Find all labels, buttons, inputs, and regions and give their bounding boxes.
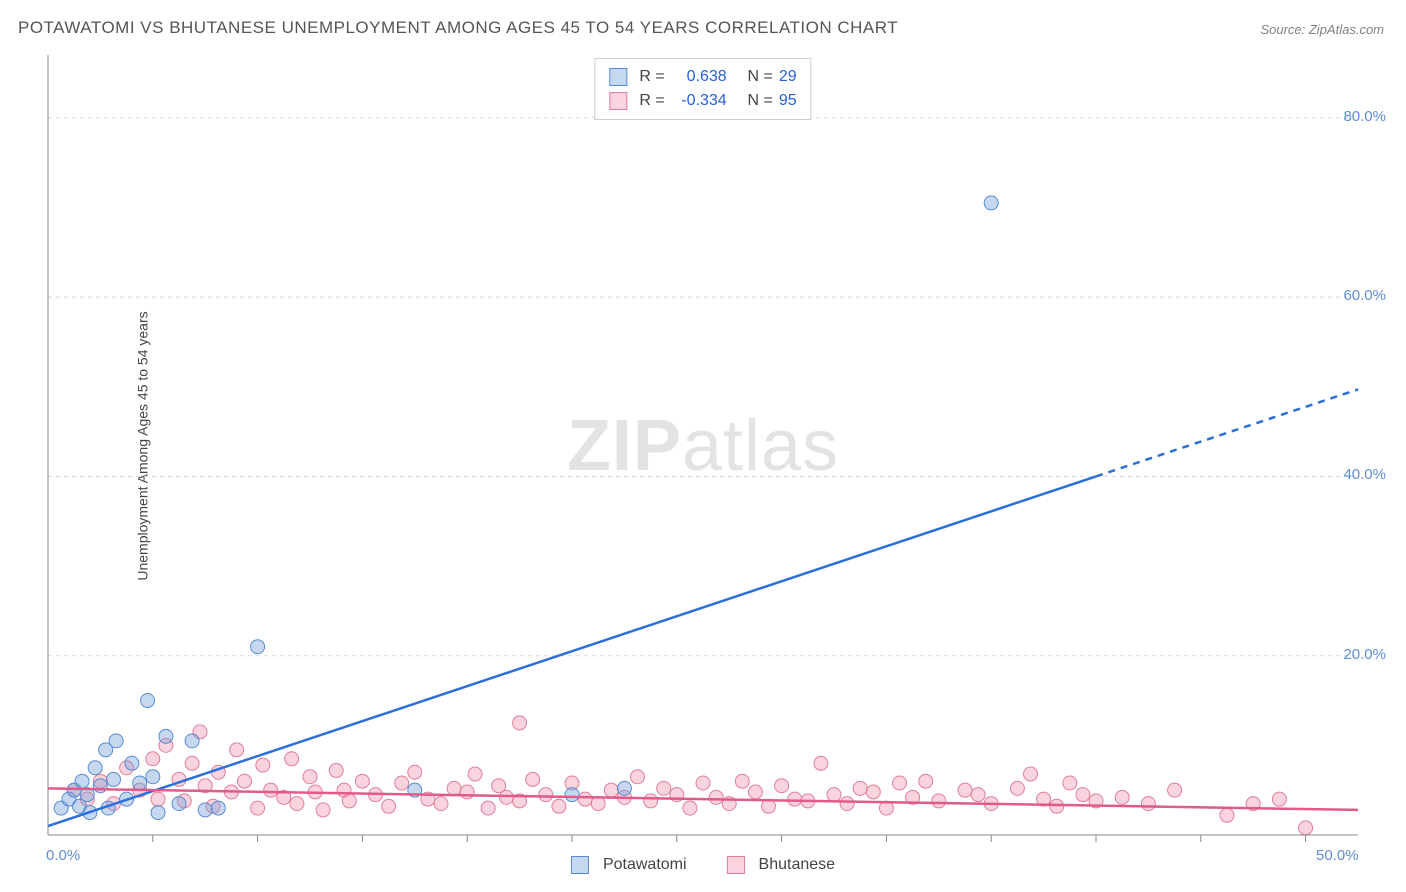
r-label-0: R = [639,65,664,89]
legend-stats-row-1: R = -0.334 N = 95 [609,89,796,113]
correlation-chart: POTAWATOMI VS BHUTANESE UNEMPLOYMENT AMO… [0,0,1406,892]
y-tick-label: 20.0% [1343,646,1386,663]
n-value-1: 95 [779,89,797,113]
y-tick-label: 40.0% [1343,466,1386,483]
y-tick-label: 60.0% [1343,287,1386,304]
legend-stats-box: R = 0.638 N = 29 R = -0.334 N = 95 [594,58,811,120]
legend-swatch-1 [609,92,627,110]
legend-stats-row-0: R = 0.638 N = 29 [609,65,796,89]
legend-series-item-1: Bhutanese [727,856,836,874]
y-tick-label: 80.0% [1343,108,1386,125]
r-value-0: 0.638 [671,65,727,89]
legend-series-box: Potawatomi Bhutanese [571,856,835,874]
plot-svg [0,0,1406,892]
legend-series-label-0: Potawatomi [603,856,687,874]
legend-series-item-0: Potawatomi [571,856,687,874]
r-label-1: R = [639,89,664,113]
legend-series-swatch-1 [727,856,745,874]
n-label-1: N = [748,89,773,113]
r-value-1: -0.334 [671,89,727,113]
legend-series-swatch-0 [571,856,589,874]
n-value-0: 29 [779,65,797,89]
legend-series-label-1: Bhutanese [759,856,836,874]
legend-swatch-0 [609,68,627,86]
x-tick-label: 50.0% [1316,847,1359,864]
x-tick-label: 0.0% [46,847,80,864]
n-label-0: N = [748,65,773,89]
